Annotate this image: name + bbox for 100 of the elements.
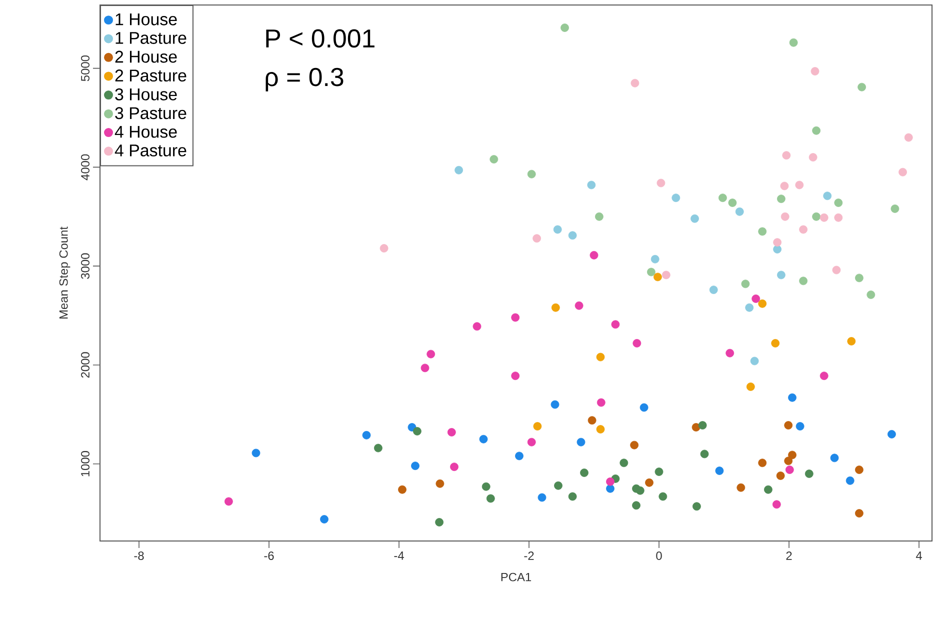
point xyxy=(620,458,628,468)
point xyxy=(785,466,794,474)
point xyxy=(550,400,560,409)
point xyxy=(771,339,780,348)
point xyxy=(553,225,562,234)
point xyxy=(812,212,821,221)
point xyxy=(426,350,436,358)
point xyxy=(596,398,606,407)
point xyxy=(224,497,233,506)
point xyxy=(551,303,560,312)
point xyxy=(804,470,814,478)
point xyxy=(746,382,755,391)
point xyxy=(736,483,746,492)
point xyxy=(741,280,750,288)
point xyxy=(780,212,790,221)
point xyxy=(636,486,644,495)
point xyxy=(454,166,464,174)
point xyxy=(847,337,856,346)
legend-label: 4 Pasture xyxy=(114,144,186,156)
point xyxy=(482,482,490,491)
point xyxy=(764,485,772,494)
point xyxy=(789,38,798,47)
point xyxy=(632,501,640,510)
point xyxy=(758,227,767,236)
point xyxy=(808,153,818,162)
point xyxy=(777,194,786,204)
point xyxy=(866,290,876,299)
point xyxy=(904,133,913,142)
y-tick-label: 3000 xyxy=(81,253,90,279)
point xyxy=(672,194,680,202)
point xyxy=(834,213,843,222)
point xyxy=(252,448,260,458)
point xyxy=(650,254,660,264)
legend-label: 3 House xyxy=(115,88,177,100)
point xyxy=(435,518,444,526)
point xyxy=(750,356,759,366)
point xyxy=(630,440,639,450)
point xyxy=(820,372,828,380)
point xyxy=(645,478,654,487)
point xyxy=(758,458,767,468)
point xyxy=(587,180,596,190)
point xyxy=(320,515,328,524)
point xyxy=(654,468,664,476)
point xyxy=(611,320,620,329)
x-tick-label: -8 xyxy=(134,552,144,560)
x-tick-label: 4 xyxy=(916,552,922,560)
point xyxy=(855,509,864,518)
point xyxy=(568,492,577,501)
point xyxy=(413,427,422,436)
point xyxy=(823,192,832,200)
point xyxy=(898,168,907,176)
point xyxy=(834,198,843,207)
annotation: P < 0.001 xyxy=(266,29,374,48)
point xyxy=(662,270,670,280)
point xyxy=(773,238,782,247)
point xyxy=(799,225,808,234)
legend-label: 1 House xyxy=(116,13,177,26)
y-axis-title: Mean Step Count xyxy=(59,226,70,319)
point xyxy=(752,294,760,303)
point xyxy=(515,452,524,460)
x-tick-label: 0 xyxy=(656,552,662,560)
point xyxy=(690,214,699,223)
point xyxy=(888,430,896,438)
point xyxy=(596,352,605,362)
point xyxy=(820,213,828,222)
x-tick-label: -6 xyxy=(264,552,274,560)
point xyxy=(486,494,495,503)
point xyxy=(490,155,498,164)
point xyxy=(656,178,666,188)
y-tick-label: 1000 xyxy=(81,451,90,476)
legend-label: 1 Pasture xyxy=(116,32,186,44)
legend-label: 3 Pasture xyxy=(115,107,186,120)
point xyxy=(832,266,841,274)
point xyxy=(777,270,786,280)
point xyxy=(632,339,642,348)
point xyxy=(858,82,866,92)
point xyxy=(527,438,536,446)
point xyxy=(560,24,569,32)
point xyxy=(654,272,662,282)
point xyxy=(630,78,640,88)
point xyxy=(398,485,406,494)
point xyxy=(533,422,542,430)
point xyxy=(855,466,864,474)
point xyxy=(782,151,791,160)
legend-label: 4 House xyxy=(114,126,177,138)
x-tick-label: 2 xyxy=(786,552,792,560)
point xyxy=(795,180,804,190)
point xyxy=(709,286,718,294)
point xyxy=(640,403,648,412)
point xyxy=(580,468,588,477)
point xyxy=(511,313,520,322)
point xyxy=(588,416,596,425)
x-tick-label: -2 xyxy=(524,552,534,560)
point xyxy=(554,481,562,490)
legend-label: 2 House xyxy=(115,50,177,63)
point xyxy=(700,450,709,458)
point xyxy=(590,251,598,260)
point xyxy=(772,500,781,509)
point xyxy=(362,430,371,440)
point xyxy=(776,472,785,480)
